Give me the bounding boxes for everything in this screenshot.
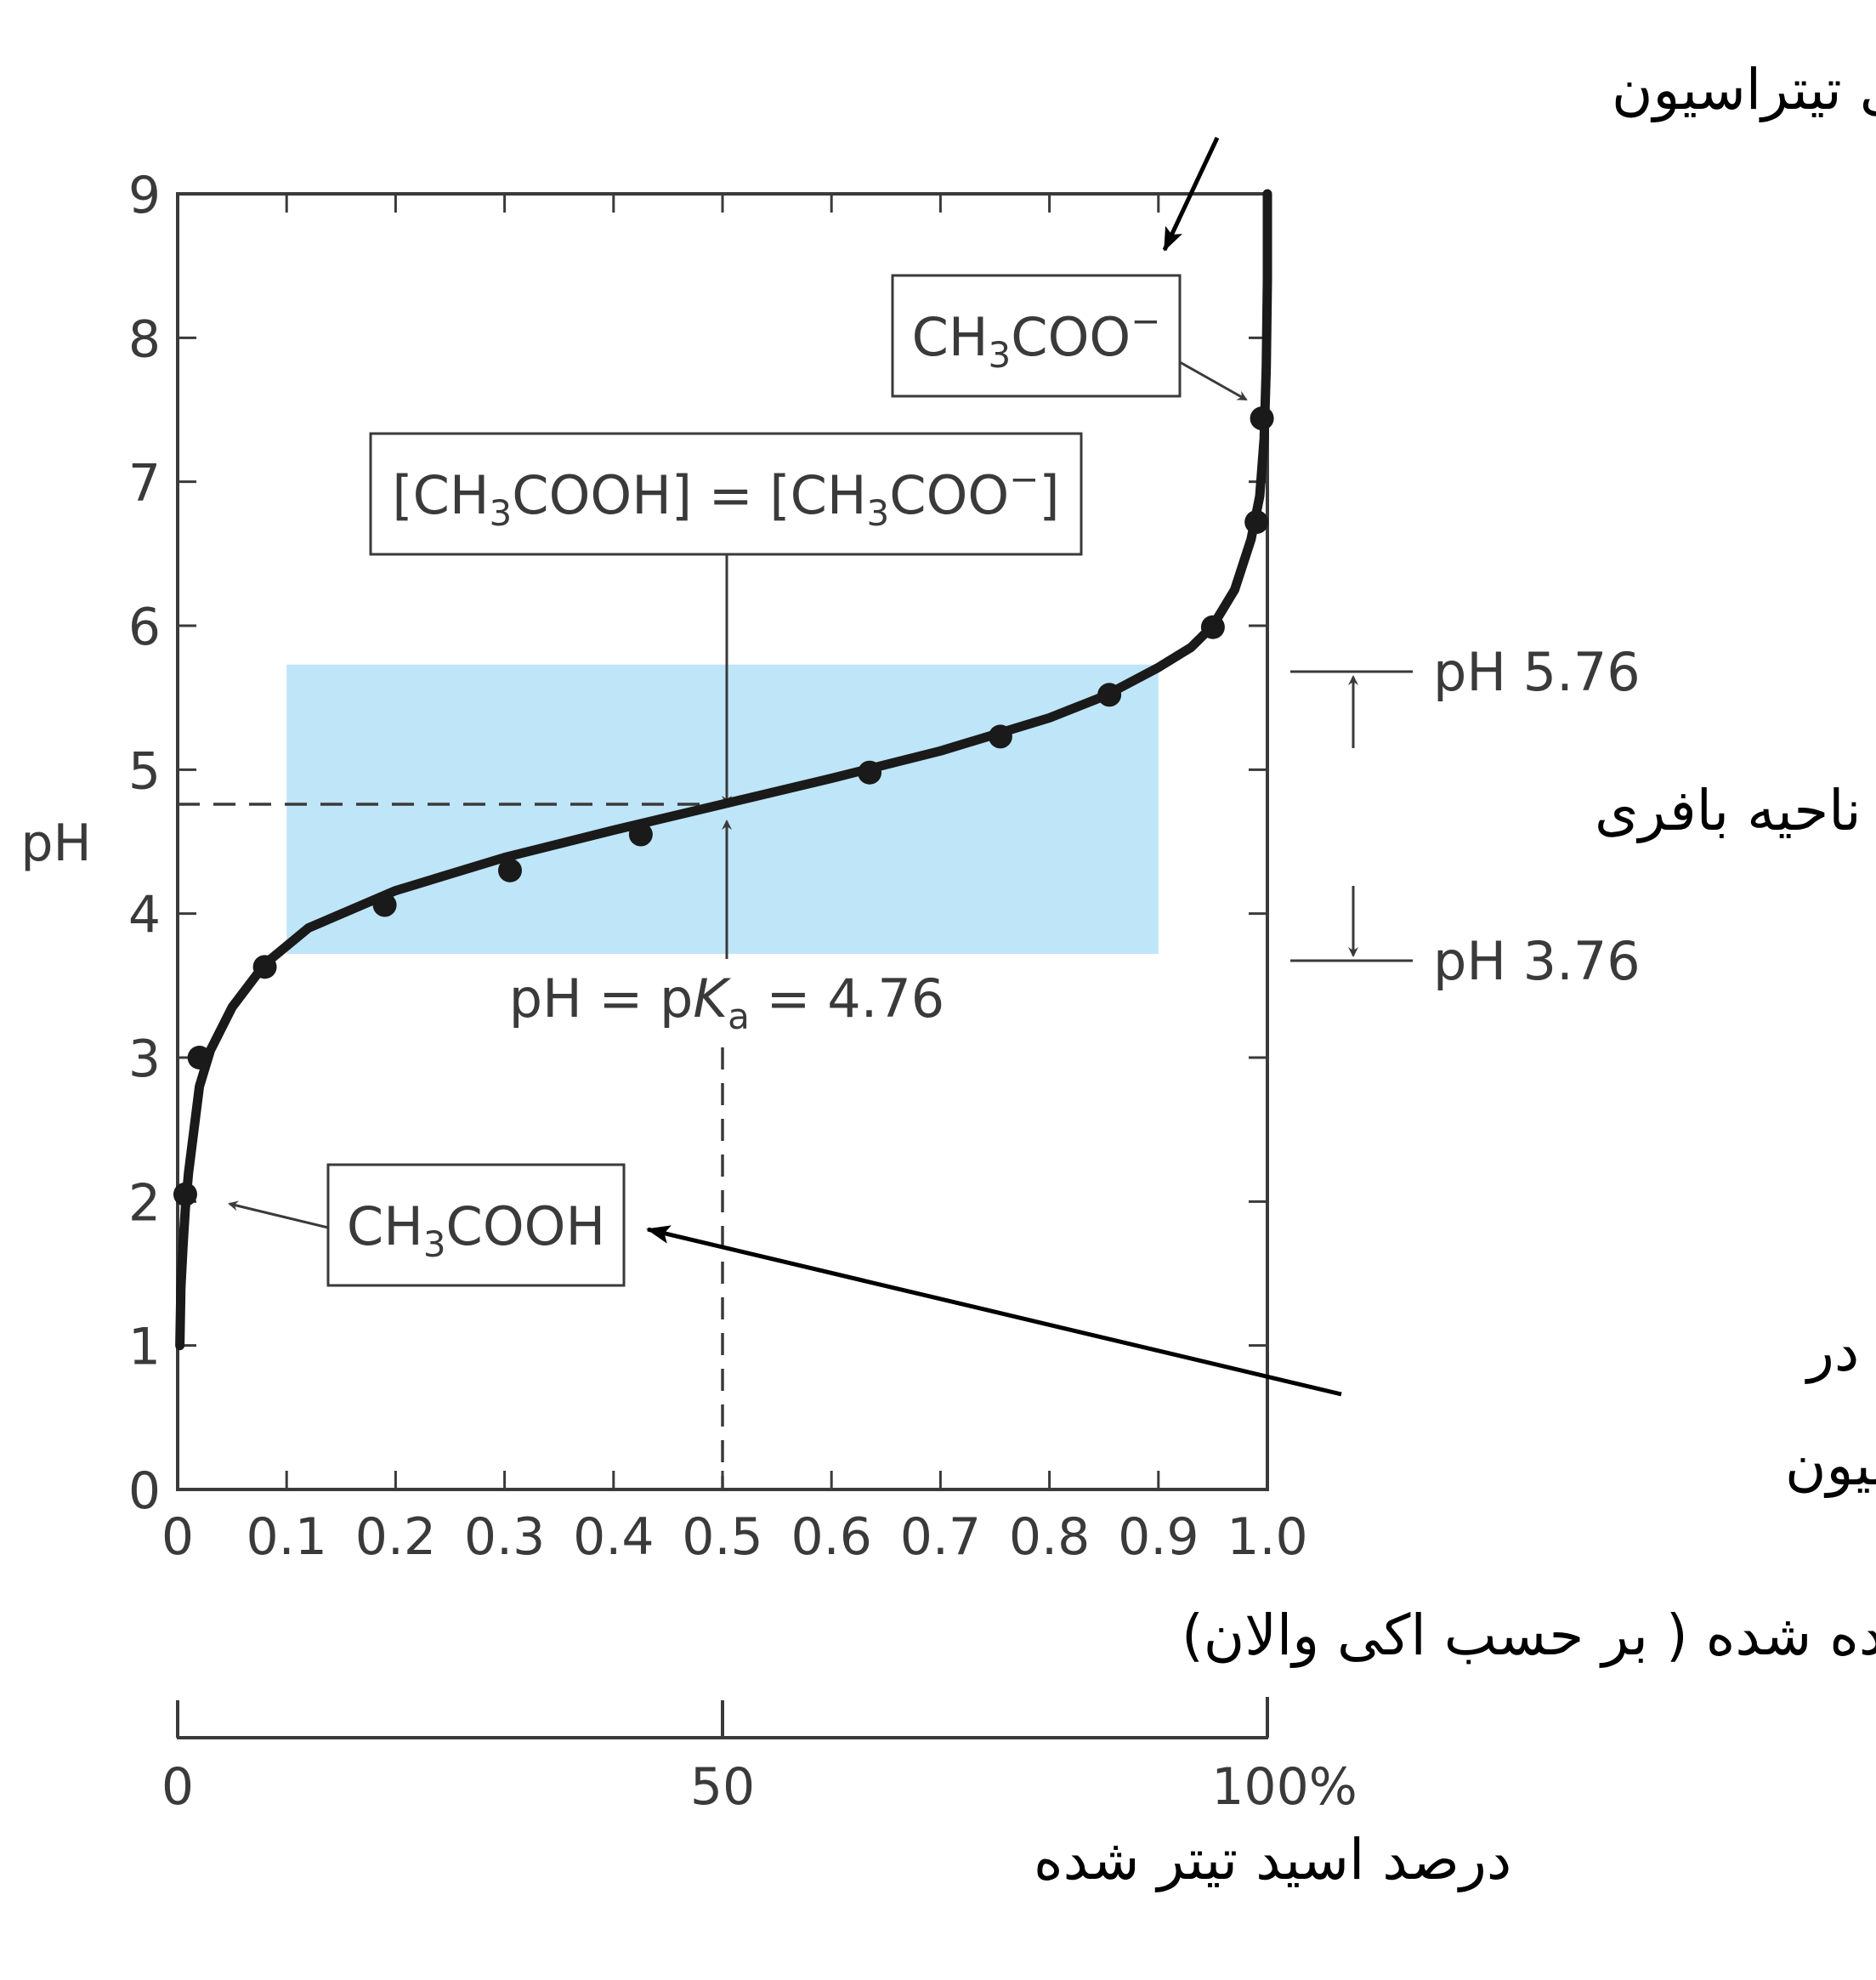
- data-point: [988, 724, 1012, 749]
- box-base: [891, 274, 1182, 398]
- data-point: [173, 1182, 197, 1206]
- y-tick-label: 7: [128, 454, 161, 513]
- x-tick-label: 0.4: [573, 1507, 654, 1567]
- end-form-arrow: [1162, 136, 1220, 252]
- y-tick-label: 9: [128, 166, 161, 225]
- data-point: [1200, 615, 1225, 639]
- x-tick-label: 0: [162, 1507, 194, 1567]
- data-points: [173, 406, 1274, 1206]
- x-tick-label: 0.2: [355, 1507, 436, 1567]
- x2-axis-ticks: 0 50 100%: [162, 1697, 1357, 1817]
- buffer-region: [286, 664, 1159, 955]
- x-tick-label: 0.9: [1118, 1507, 1199, 1567]
- x2-tick-label: 100%: [1211, 1757, 1357, 1817]
- ph-low-label: pH 3.76: [1433, 930, 1641, 992]
- pka-label: pH = pKa = 4.76: [509, 967, 945, 1037]
- data-point: [498, 858, 523, 882]
- data-point: [1244, 510, 1269, 535]
- x-tick-label: 0.7: [900, 1507, 981, 1567]
- data-point: [1250, 406, 1274, 431]
- ph-high-label: pH 5.76: [1433, 641, 1641, 703]
- y-tick-label: 5: [128, 741, 161, 801]
- x-tick-label: 0.3: [464, 1507, 545, 1567]
- box-equal-label: [CH3COOH] = [CH3COO−]: [392, 458, 1059, 534]
- data-point: [187, 1046, 212, 1069]
- y-tick-label: 8: [128, 309, 161, 369]
- box-base-label: CH3COO−: [912, 300, 1161, 376]
- data-point: [252, 955, 277, 979]
- end-form-label: شکل غالب اسید در انتهای تیتراسیون: [1612, 57, 1876, 122]
- y-axis-label: pH: [20, 814, 91, 873]
- x-tick-label: 0.5: [682, 1507, 762, 1567]
- y-tick-label: 2: [128, 1173, 161, 1233]
- acid-arrow: [228, 1200, 329, 1229]
- buffer-region-label: ناحیه بافری: [1595, 778, 1862, 843]
- box-acid: [326, 1163, 626, 1287]
- start-form-arrow: [646, 1225, 1342, 1397]
- y-tick-label: 4: [128, 886, 161, 945]
- y-tick-label: 1: [128, 1318, 161, 1377]
- base-arrow: [1179, 360, 1248, 401]
- box-acid-label: CH3COOH: [347, 1195, 605, 1265]
- x-tick-label: 0.6: [791, 1507, 871, 1567]
- data-point: [1097, 683, 1122, 707]
- data-point: [372, 893, 397, 917]
- data-point: [858, 760, 882, 785]
- x-tick-label: 0.1: [246, 1507, 326, 1567]
- y-tick-label: 0: [128, 1461, 161, 1521]
- x-axis-ticks: 0 0.1 0.2 0.3 0.4 0.5 0.6 0.7 0.8 0.9 1.0: [162, 194, 1308, 1567]
- y-axis-ticks: 0 1 2 3 4 5 6 7 8 9: [128, 166, 1267, 1521]
- x-tick-label: 0.8: [1009, 1507, 1090, 1567]
- x2-tick-label: 50: [690, 1757, 755, 1817]
- x-axis-label: OH⁻ افزوده شده ( بر حسب اکی والان): [1182, 1603, 1876, 1668]
- start-form-label-2: ابتدای تیتراسیون: [1785, 1433, 1876, 1498]
- x2-axis-label: درصد اسید تیتر شده: [1034, 1827, 1511, 1892]
- x-tick-label: 1.0: [1227, 1507, 1307, 1567]
- y-tick-label: 3: [128, 1030, 161, 1089]
- x2-tick-label: 0: [162, 1757, 194, 1817]
- start-form-label-1: شکل غالب اسید در: [1805, 1319, 1876, 1384]
- y-tick-label: 6: [128, 598, 161, 657]
- data-point: [628, 822, 653, 847]
